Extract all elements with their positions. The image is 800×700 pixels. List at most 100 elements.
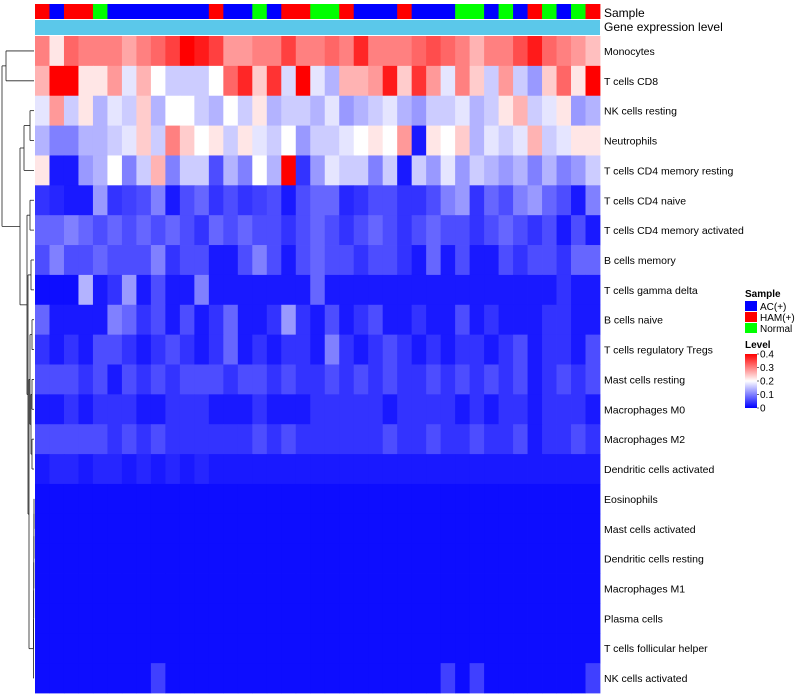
heatmap-cell [49, 185, 65, 216]
heatmap-cell [426, 274, 442, 306]
heatmap-cell [223, 454, 239, 485]
heatmap-cell [223, 95, 239, 126]
heatmap-cell [455, 454, 471, 485]
heatmap-cell [281, 633, 297, 664]
heatmap-cell [455, 603, 471, 634]
row-label: NK cells activated [604, 673, 688, 685]
heatmap-cell [208, 334, 224, 365]
heatmap-cell [397, 274, 413, 306]
heatmap-cell [484, 215, 499, 246]
heatmap-cell [498, 125, 514, 156]
heatmap-cell [78, 155, 94, 186]
heatmap-cell [223, 155, 239, 186]
heatmap-cell [556, 185, 572, 216]
heatmap-cell [121, 364, 137, 395]
heatmap-cell [223, 125, 239, 156]
heatmap-cell [295, 543, 311, 574]
heatmap-cell [498, 424, 514, 455]
heatmap-cell [469, 483, 485, 515]
heatmap-cell [426, 36, 442, 67]
heatmap-cell [339, 36, 355, 67]
heatmap-cell [223, 65, 239, 97]
sample-legend-label: Normal [760, 324, 792, 335]
heatmap-cell [411, 394, 427, 425]
heatmap-cell [585, 274, 601, 306]
heatmap-cell [426, 663, 442, 694]
heatmap-cell [353, 573, 369, 604]
heatmap-cell [455, 394, 471, 425]
heatmap-cell [237, 274, 253, 306]
heatmap-cell [368, 274, 384, 306]
heatmap-cell [35, 483, 50, 515]
heatmap-cell [440, 304, 456, 336]
heatmap-cell [310, 424, 326, 455]
heatmap-cell [585, 513, 601, 545]
heatmap-cell [165, 125, 181, 156]
heatmap-cell [78, 274, 94, 306]
heatmap-cell [208, 543, 224, 574]
heatmap-cell [571, 185, 586, 216]
sample-annotation-cell [295, 4, 311, 19]
heatmap-cell [194, 185, 210, 216]
heatmap-cell [484, 304, 499, 336]
heatmap-cell [252, 663, 268, 694]
heatmap-cell [49, 573, 65, 604]
heatmap-cell [136, 603, 152, 634]
heatmap-cell [237, 543, 253, 574]
heatmap-cell [266, 274, 282, 306]
heatmap-cell [252, 36, 268, 67]
heatmap-cell [295, 185, 311, 216]
heatmap-cell [121, 483, 137, 515]
heatmap-cell [237, 424, 253, 455]
heatmap-cell [585, 394, 601, 425]
heatmap-cell [208, 633, 224, 664]
heatmap-cell [527, 483, 543, 515]
heatmap-cell [35, 245, 50, 276]
heatmap-cell [469, 394, 485, 425]
row-label: T cells CD8 [604, 76, 658, 88]
heatmap-cell [513, 65, 528, 97]
heatmap-cell [252, 513, 268, 545]
heatmap-cell [252, 573, 268, 604]
heatmap-cell [324, 125, 340, 156]
heatmap-cell [179, 125, 195, 156]
heatmap-cell [542, 364, 557, 395]
heatmap-cell [179, 274, 195, 306]
row-labels: Monocytes T cells CD8 NK cells resting Neut… [604, 46, 744, 685]
heatmap-cell [455, 125, 471, 156]
heatmap-cell [353, 215, 369, 246]
heatmap-cell [571, 65, 586, 97]
heatmap-cell [527, 454, 543, 485]
heatmap-cell [266, 424, 282, 455]
heatmap-cell [556, 364, 572, 395]
heatmap-cell [571, 334, 586, 365]
heatmap-cell [295, 633, 311, 664]
heatmap-cell [266, 483, 282, 515]
heatmap-cell [194, 543, 210, 574]
heatmap-cell [252, 215, 268, 246]
heatmap-cell [281, 125, 297, 156]
sample-legend: Sample AC(+)HAM(+)Normal [745, 289, 795, 335]
level-legend: Level 0.4 0.3 0.2 0.1 0 [745, 340, 774, 415]
sample-legend-label: HAM(+) [760, 313, 795, 324]
sample-annotation-cell [63, 4, 79, 19]
heatmap-cell [339, 334, 355, 365]
heatmap-cell [310, 513, 326, 545]
heatmap-cell [527, 424, 543, 455]
heatmap-cell [295, 125, 311, 156]
heatmap-cell [208, 513, 224, 545]
heatmap-cell [237, 125, 253, 156]
heatmap-cell [49, 543, 65, 574]
heatmap-cell [310, 65, 326, 97]
heatmap-cell [527, 543, 543, 574]
heatmap-cell [571, 454, 586, 485]
heatmap-cell [165, 274, 181, 306]
heatmap-cell [469, 185, 485, 216]
heatmap-cell [484, 603, 499, 634]
heatmap-cell [571, 543, 586, 574]
heatmap-cell [266, 65, 282, 97]
heatmap-cell [252, 603, 268, 634]
heatmap-cell [121, 95, 137, 126]
heatmap-cell [223, 603, 239, 634]
heatmap-cell [498, 573, 514, 604]
